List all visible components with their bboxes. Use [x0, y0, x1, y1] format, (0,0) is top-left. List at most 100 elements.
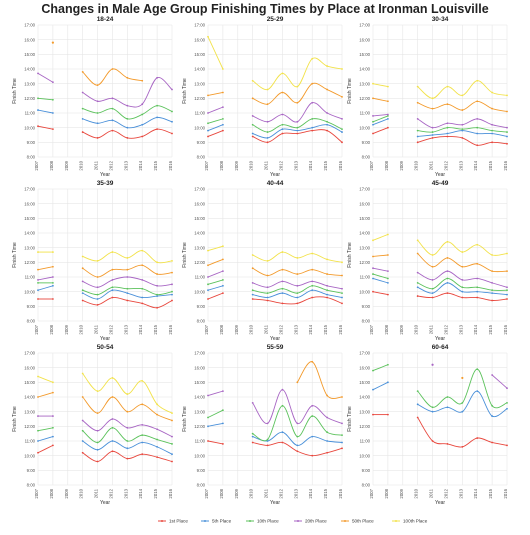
x-tick-label: 2013 — [293, 324, 298, 334]
data-point-5th-place — [251, 132, 254, 135]
y-tick-label: 15:00 — [24, 52, 35, 57]
data-point-10th-place — [171, 443, 173, 445]
data-point-50th-place — [281, 91, 284, 94]
y-tick-label: 11:00 — [25, 439, 36, 444]
data-point-10th-place — [111, 107, 114, 110]
data-point-5th-place — [326, 440, 329, 442]
y-tick-label: 11:00 — [360, 111, 371, 116]
data-point-5th-place — [207, 289, 209, 292]
x-axis-label: Year — [270, 172, 280, 178]
panel-35-39: 35-39 8:00 9:00 10:00 11:00 12:00 13:00 14:00 15… — [12, 180, 173, 342]
data-point-5th-place — [221, 284, 224, 287]
data-point-100th-place — [506, 252, 508, 255]
x-tick-label: 2011 — [429, 324, 434, 334]
y-tick-label: 9:00 — [27, 140, 36, 145]
data-point-20th-place — [326, 416, 329, 419]
data-point-10th-place — [296, 126, 299, 129]
data-point-10th-place — [51, 98, 54, 101]
data-point-10th-place — [156, 104, 159, 107]
series-line-20th-place — [207, 106, 224, 114]
y-tick-label: 10:00 — [24, 125, 35, 130]
data-point-5th-place — [446, 132, 449, 135]
y-tick-label: 8:00 — [197, 319, 206, 324]
x-tick-label: 2007 — [34, 324, 39, 334]
data-point-10th-place — [372, 273, 374, 275]
data-point-20th-place — [341, 117, 343, 120]
legend-label: 100th Place — [403, 519, 428, 524]
data-point-10th-place — [141, 287, 144, 290]
data-point-20th-place — [446, 270, 449, 273]
y-tick-label: 12:00 — [194, 96, 205, 101]
data-point-10th-place — [446, 126, 449, 129]
data-point-100th-place — [431, 254, 434, 256]
data-point-50th-place — [96, 412, 99, 415]
data-point-20th-place — [221, 270, 224, 273]
data-point-20th-place — [207, 112, 209, 114]
data-point-50th-place — [81, 396, 84, 398]
data-point-100th-place — [51, 251, 54, 253]
data-point-100th-place — [156, 261, 159, 264]
series-line-100th-place — [372, 83, 388, 88]
x-axis-label: Year — [270, 336, 280, 342]
data-point-10th-place — [476, 368, 479, 371]
data-point-20th-place — [386, 113, 389, 116]
data-point-5th-place — [311, 126, 314, 129]
data-point-1st-place — [372, 132, 374, 135]
data-point-10th-place — [96, 112, 99, 114]
data-point-20th-place — [81, 280, 84, 283]
data-point-1st-place — [416, 295, 419, 297]
x-tick-label: 2010 — [414, 160, 419, 170]
y-tick-label: 16:00 — [194, 37, 205, 42]
x-tick-label: 2014 — [473, 324, 478, 334]
y-tick-label: 9:00 — [362, 304, 371, 309]
panel-title: 60-64 — [432, 344, 449, 351]
y-tick-label: 12:00 — [24, 260, 35, 265]
data-point-10th-place — [171, 110, 173, 113]
x-axis-label: Year — [270, 500, 280, 506]
data-point-20th-place — [37, 279, 39, 281]
data-point-10th-place — [416, 129, 419, 132]
data-point-5th-place — [111, 289, 114, 292]
data-point-20th-place — [126, 276, 129, 278]
data-point-100th-place — [251, 79, 254, 82]
data-point-5th-place — [171, 293, 173, 296]
data-point-20th-place — [221, 390, 224, 393]
x-tick-label: 2009 — [234, 160, 239, 170]
y-tick-label: 10:00 — [24, 289, 35, 294]
data-point-1st-place — [156, 128, 159, 131]
panel-title: 50-54 — [97, 344, 114, 351]
data-point-50th-place — [296, 381, 299, 384]
data-point-10th-place — [111, 286, 114, 289]
data-point-100th-place — [171, 259, 173, 262]
data-point-5th-place — [281, 128, 284, 131]
data-point-100th-place — [251, 254, 254, 256]
data-point-10th-place — [96, 441, 99, 444]
data-point-5th-place — [386, 381, 389, 384]
y-tick-label: 12:00 — [24, 424, 35, 429]
data-point-1st-place — [372, 290, 374, 293]
series-line-10th-place — [372, 115, 389, 123]
x-tick-label: 2014 — [473, 488, 478, 498]
y-tick-label: 8:00 — [197, 155, 206, 160]
data-point-100th-place — [37, 251, 39, 253]
x-tick-label: 2008 — [219, 160, 224, 170]
series-line-50th-place — [296, 361, 343, 399]
data-point-100th-place — [111, 251, 114, 253]
x-tick-label: 2007 — [204, 160, 209, 170]
y-tick-label: 13:00 — [359, 81, 370, 86]
data-point-1st-place — [156, 456, 159, 459]
data-point-100th-place — [341, 261, 343, 264]
data-point-10th-place — [126, 287, 129, 290]
data-point-20th-place — [111, 418, 114, 420]
data-point-1st-place — [491, 141, 494, 144]
x-tick-label: 2016 — [503, 324, 508, 334]
x-tick-label: 2008 — [384, 324, 389, 334]
data-point-50th-place — [126, 76, 129, 79]
data-point-5th-place — [81, 117, 84, 120]
x-tick-label: 2012 — [278, 488, 283, 498]
data-point-20th-place — [266, 120, 269, 123]
data-point-20th-place — [251, 281, 254, 284]
data-point-50th-place — [506, 270, 508, 273]
data-point-1st-place — [311, 296, 314, 299]
x-tick-label: 2010 — [79, 160, 84, 170]
